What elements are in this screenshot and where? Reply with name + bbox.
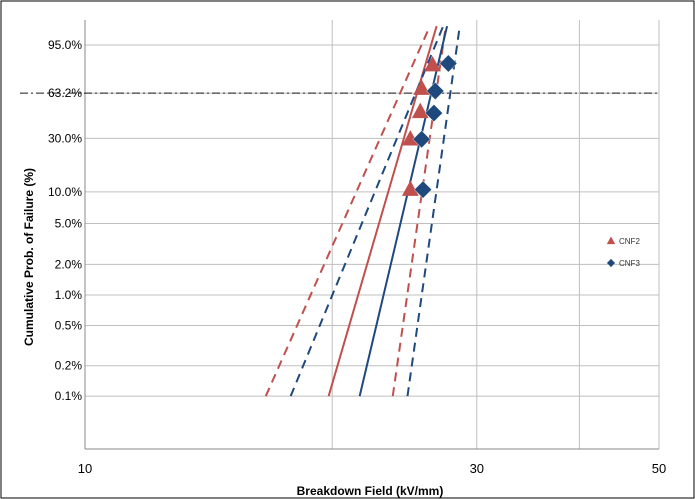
y-tick-label: 1.0%	[55, 288, 83, 302]
y-tick-label: 2.0%	[55, 257, 83, 271]
data-points	[401, 54, 458, 199]
data-point-cnf2	[413, 79, 431, 95]
x-tick-label: 30	[470, 461, 484, 476]
axes: 0.1% 0.2% 0.5% 1.0% 2.0% 5.0% 10.0% 30.0% 63.2% 9…	[48, 20, 666, 476]
y-tick-label: 30.0%	[48, 131, 82, 145]
confidence-bound-cnf3	[406, 26, 461, 397]
legend-marker-cnf2	[606, 236, 616, 245]
data-point-cnf2	[401, 180, 419, 196]
y-tick-label: 0.5%	[55, 318, 83, 332]
y-tick-label: 95.0%	[48, 38, 82, 52]
data-point-cnf2	[401, 130, 419, 146]
y-axis-title: Cumulative Prob. of Failure (%)	[22, 168, 36, 346]
gridlines	[85, 20, 660, 449]
legend-label-cnf2: CNF2	[619, 237, 640, 246]
data-point-cnf2	[424, 55, 441, 72]
data-point-cnf3	[439, 54, 458, 73]
data-point-cnf3	[424, 104, 443, 123]
data-point-cnf3	[413, 180, 433, 199]
confidence-bound-cnf2	[391, 26, 447, 397]
legend: CNF2 CNF3	[606, 236, 640, 268]
fit-line-cnf2	[327, 25, 438, 397]
y-tick-label: 0.2%	[55, 359, 83, 373]
confidence-bound-cnf2	[264, 25, 431, 397]
data-point-cnf3	[426, 81, 445, 101]
data-point-cnf2	[411, 102, 429, 119]
legend-label-cnf3: CNF3	[619, 259, 640, 268]
y-tick-label: 10.0%	[48, 185, 82, 199]
y-tick-label: 63.2%	[48, 86, 82, 100]
fit-lines	[20, 25, 659, 397]
x-axis-title: Breakdown Field (kV/mm)	[297, 484, 444, 498]
x-tick-label: 10	[78, 461, 92, 476]
x-tick-label: 50	[652, 461, 666, 476]
legend-marker-cnf3	[606, 258, 616, 268]
data-point-cnf3	[412, 130, 431, 149]
y-tick-label: 5.0%	[55, 216, 83, 230]
y-tick-label: 0.1%	[55, 389, 83, 403]
